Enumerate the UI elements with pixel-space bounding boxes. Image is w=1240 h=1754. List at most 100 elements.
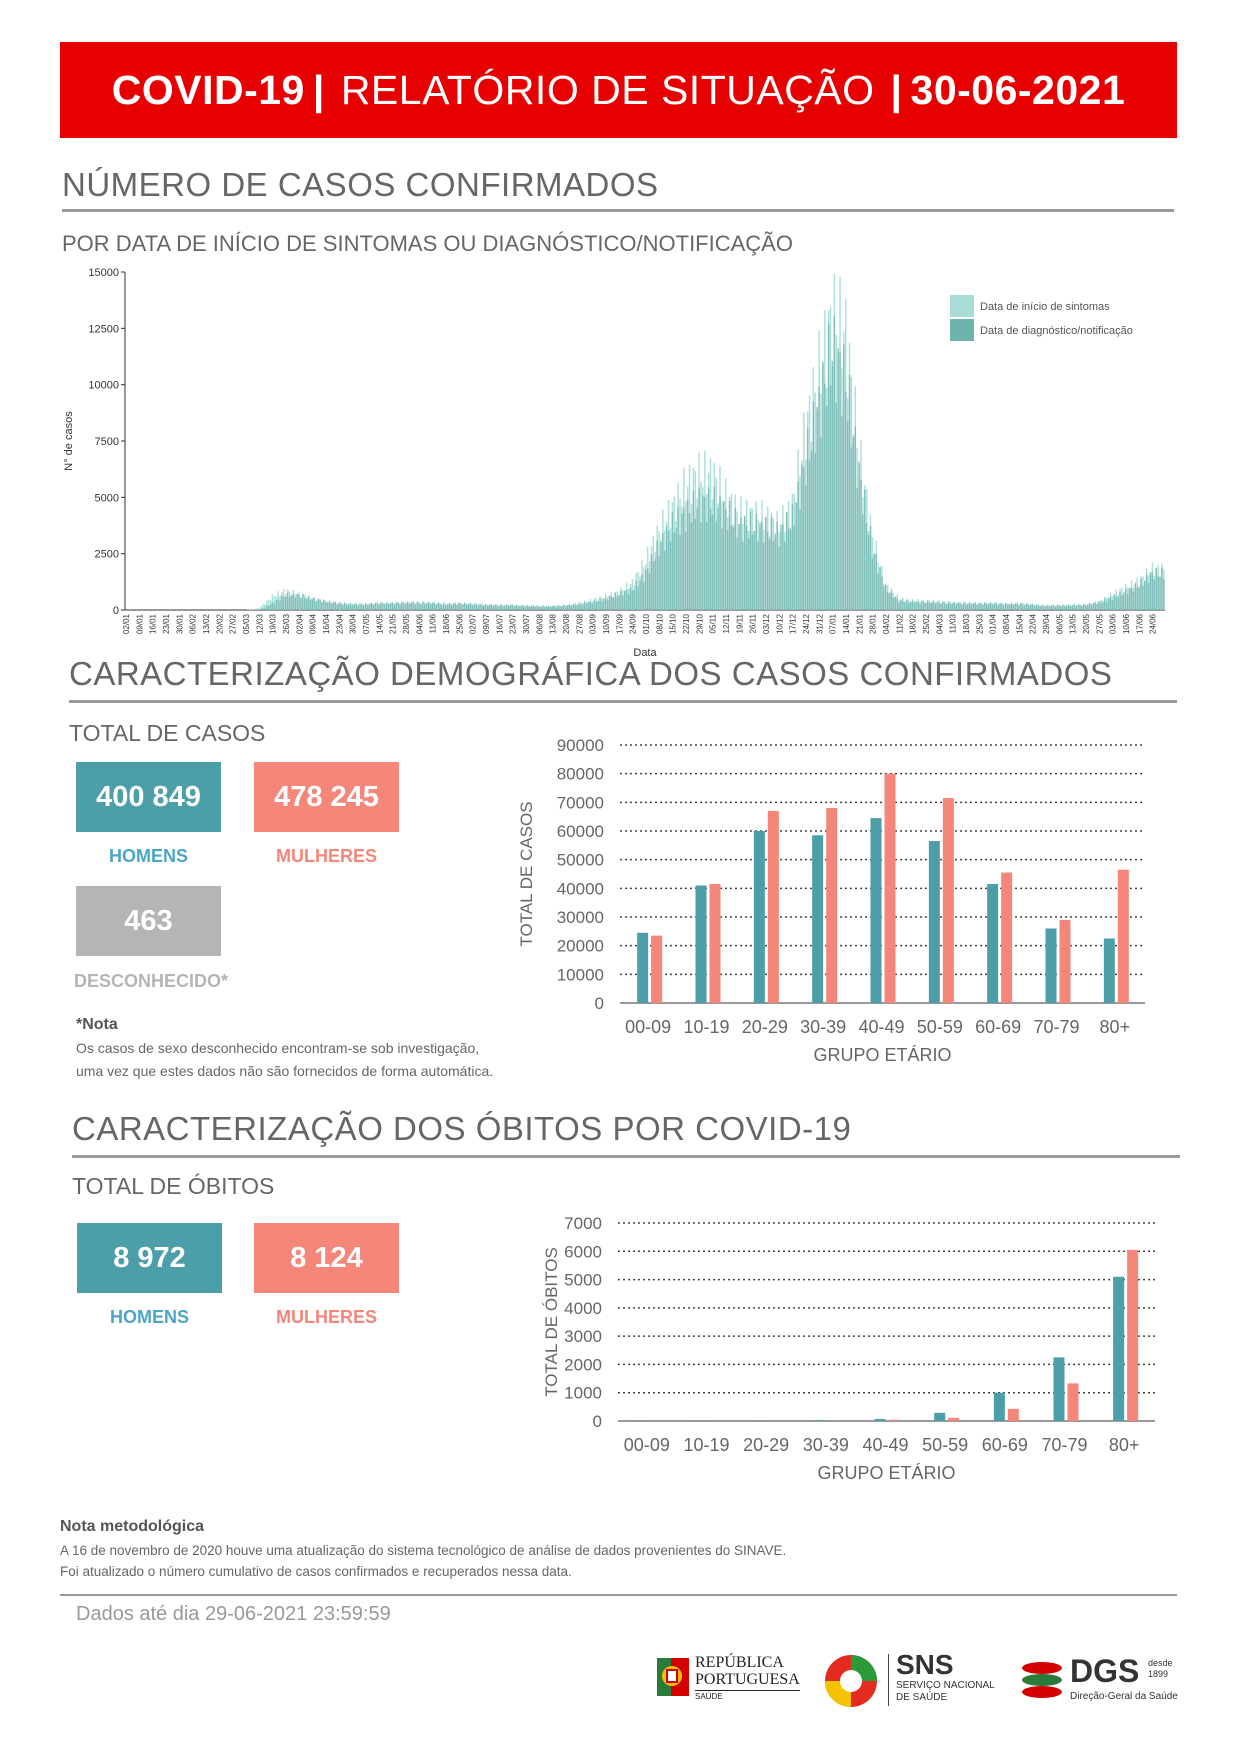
timeline-bar	[736, 537, 738, 610]
timeline-bar	[1058, 605, 1060, 610]
timeline-bar	[620, 591, 622, 610]
timeline-bar	[1136, 587, 1138, 610]
timeline-bar	[957, 602, 959, 610]
timeline-bar	[982, 604, 984, 610]
section-divider	[69, 700, 1177, 703]
timeline-bar	[997, 604, 999, 610]
x-tick-label: 04/02	[882, 613, 891, 634]
timeline-bar	[420, 603, 422, 610]
timeline-bar	[1151, 572, 1154, 610]
timeline-bar	[496, 605, 498, 610]
x-tick-label: 25/03	[975, 613, 984, 634]
timeline-bar	[389, 602, 392, 610]
timeline-bar	[325, 602, 327, 610]
x-tick-label: 20-29	[742, 1017, 788, 1037]
timeline-bar	[856, 488, 858, 610]
x-tick-label: 30-39	[800, 1017, 846, 1037]
timeline-bar	[340, 603, 342, 610]
timeline-bar	[363, 604, 365, 610]
x-tick-label: 08/04	[1002, 613, 1011, 634]
x-tick-label: 04/03	[935, 613, 944, 634]
timeline-bar	[721, 528, 723, 610]
timeline-bar	[806, 428, 809, 610]
x-tick-label: 09/07	[482, 613, 491, 634]
timeline-bar	[1069, 606, 1072, 610]
timeline-bar	[361, 604, 363, 610]
timeline-bar	[1041, 604, 1043, 610]
timeline-bar	[485, 604, 487, 610]
x-tick-label: 02/04	[295, 613, 304, 634]
x-tick-label: 01/04	[989, 613, 998, 634]
timeline-bar	[582, 603, 584, 610]
timeline-bar	[464, 602, 466, 610]
women-bar	[826, 808, 838, 1003]
timeline-bar	[1117, 597, 1119, 610]
timeline-bar	[330, 603, 333, 610]
timeline-bar	[723, 501, 725, 610]
timeline-bar	[374, 602, 377, 610]
timeline-bar	[894, 596, 897, 610]
timeline-bar	[881, 576, 883, 610]
women-bar	[884, 773, 896, 1003]
timeline-bar	[264, 607, 266, 610]
timeline-bar	[803, 467, 805, 610]
timeline-bar	[831, 360, 834, 610]
timeline-bar	[833, 315, 836, 610]
timeline-bar	[905, 600, 908, 610]
timeline-bar	[624, 591, 626, 610]
timeline-bar	[380, 602, 382, 610]
timeline-bar	[370, 603, 373, 610]
timeline-bar	[883, 586, 885, 610]
timeline-bar	[475, 604, 477, 610]
timeline-bar	[688, 513, 691, 610]
dgs-logo: DGS desde 1899 Direção-Geral da Saúde	[1020, 1654, 1180, 1710]
timeline-bar	[1107, 598, 1110, 610]
timeline-bar	[852, 437, 855, 610]
timeline-bar	[742, 541, 744, 610]
timeline-bar	[947, 601, 950, 610]
timeline-bar	[1022, 604, 1024, 610]
timeline-bar	[315, 601, 317, 610]
timeline-bar	[1086, 604, 1089, 610]
timeline-bar	[507, 606, 510, 610]
timeline-bar	[387, 604, 390, 610]
timeline-bar	[650, 554, 653, 610]
timeline-bar	[909, 602, 912, 610]
timeline-bar	[793, 525, 796, 610]
women-bar	[948, 1417, 960, 1421]
section-divider	[62, 209, 1174, 212]
timeline-bar	[805, 485, 807, 610]
timeline-bar	[294, 597, 297, 610]
y-tick-label: 10000	[557, 965, 604, 984]
x-tick-label: 07/01	[829, 613, 838, 634]
timeline-bar	[366, 605, 369, 610]
women-bar	[1059, 919, 1071, 1003]
x-tick-label: 18/03	[962, 613, 971, 634]
timeline-bar	[673, 532, 676, 610]
x-tick-label: 80+	[1100, 1017, 1131, 1037]
timeline-bar	[991, 604, 994, 610]
legend-swatch	[950, 319, 974, 341]
timeline-bar	[328, 600, 331, 610]
timeline-bar	[953, 602, 956, 610]
timeline-bar	[277, 599, 279, 610]
y-tick-label: 50000	[557, 851, 604, 870]
timeline-bar	[256, 608, 258, 610]
deaths-section-title: CARACTERIZAÇÃO DOS ÓBITOS POR COVID-19	[72, 1110, 852, 1147]
timeline-bar	[637, 586, 639, 610]
timeline-bar	[622, 595, 624, 610]
y-tick-label: 7000	[564, 1214, 602, 1233]
republica-portuguesa-logo: REPÚBLICA PORTUGUESA SAÚDE	[655, 1650, 805, 1708]
timeline-bar	[839, 351, 841, 610]
timeline-bar	[1037, 605, 1039, 610]
timeline-bar	[1128, 588, 1131, 610]
x-tick-label: 30/07	[522, 613, 531, 634]
timeline-bar	[1157, 576, 1159, 610]
total-cases-label: TOTAL DE CASOS	[69, 720, 266, 746]
x-tick-label: 29/04	[1042, 613, 1051, 634]
timeline-bar	[285, 596, 287, 610]
y-tick-label: 1000	[564, 1384, 602, 1403]
timeline-bar	[597, 601, 599, 610]
timeline-bar	[753, 530, 756, 610]
timeline-bar	[372, 604, 375, 610]
